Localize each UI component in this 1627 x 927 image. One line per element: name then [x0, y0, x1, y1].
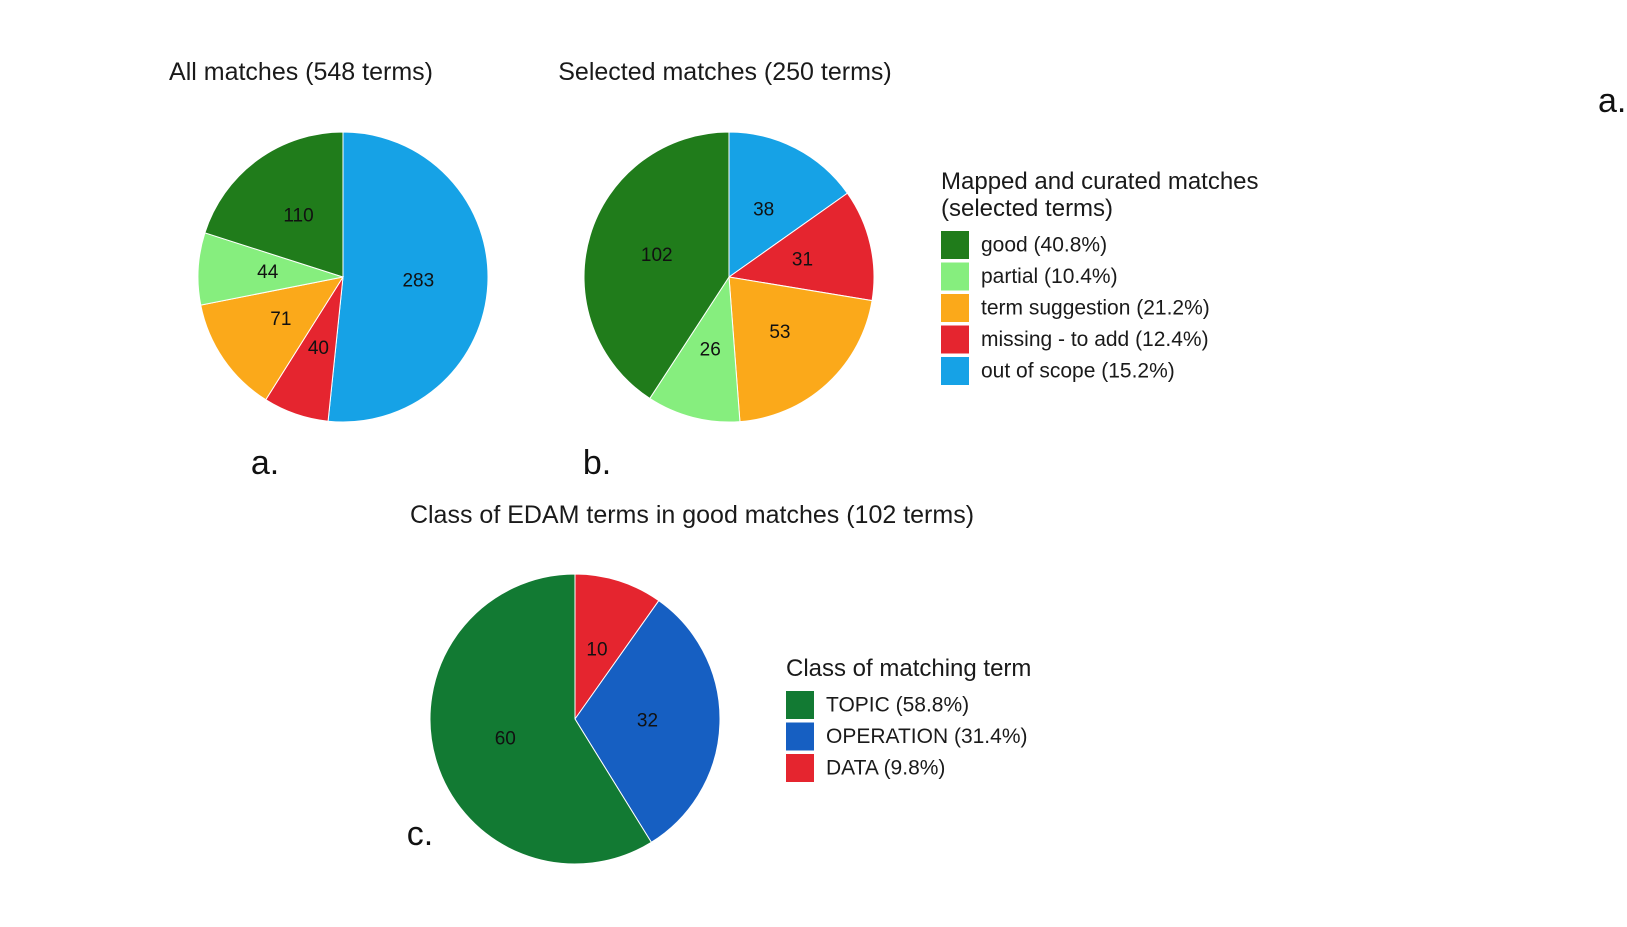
pie-slice-out-of-scope: [327, 131, 489, 423]
slice-value-label-good: 110: [283, 206, 313, 227]
legend-entry-partial-10-4: partial (10.4%): [981, 265, 1118, 288]
slice-value-label-topic: 60: [495, 728, 516, 749]
chart-title-selected-matches: Selected matches (250 terms): [558, 58, 891, 86]
pie-slice-good: [204, 131, 344, 278]
slice-value-label-missing-to-add: 40: [308, 338, 329, 359]
pie-chart-all-matches: All matches (548 terms) 283 40 71 44 110 a.: [169, 58, 489, 482]
slice-value-label-data: 10: [586, 639, 607, 660]
legend-entry-operation-31-4: OPERATION (31.4%): [826, 725, 1028, 748]
slice-value-label-partial: 44: [257, 262, 279, 283]
legend-entry-term-suggestion-21-2: term suggestion (21.2%): [981, 297, 1210, 320]
pie-slice-missing-to-add: [727, 192, 875, 302]
legend-title-line-1: Mapped and curated matches: [941, 168, 1259, 195]
pie-slice-operation: [574, 599, 721, 843]
pie-slice-out-of-scope: [728, 131, 849, 278]
pie-slice-topic: [429, 573, 653, 865]
panel-label-b: b.: [583, 444, 611, 482]
legend-swatch-data-9-8: [786, 754, 814, 782]
slice-value-label-term-suggestion: 71: [270, 309, 291, 330]
pie-chart-selected-matches: Selected matches (250 terms) 38 31 53 26 102…: [558, 58, 891, 482]
slice-labels-all-matches: 283 40 71 44 110: [257, 206, 434, 359]
stray-panel-label: a.: [1598, 82, 1626, 120]
pie-chart-edam-classes: Class of EDAM terms in good matches (102…: [407, 501, 974, 865]
chart-title-all-matches: All matches (548 terms): [169, 58, 433, 86]
legend-swatch-operation-31-4: [786, 722, 814, 751]
legend-entry-missing-to-add-12-4: missing - to add (12.4%): [981, 328, 1209, 351]
legend-class-of-matching-term: Class of matching term TOPIC (58.8%) OPER…: [786, 655, 1031, 782]
pie-slice-term-suggestion: [728, 276, 873, 423]
slice-value-label-out-of-scope: 283: [402, 270, 434, 291]
slice-labels-edam-classes: 10 32 60: [495, 639, 658, 749]
slice-labels-selected-matches: 38 31 53 26 102: [641, 200, 813, 361]
legend-entry-out-of-scope-15-2: out of scope (15.2%): [981, 360, 1175, 383]
slice-value-label-operation: 32: [637, 711, 658, 732]
legend-title-class: Class of matching term: [786, 655, 1031, 682]
panel-label-a: a.: [251, 444, 279, 482]
pie-slice-good: [583, 131, 730, 400]
legend-swatch-partial-10-4: [941, 262, 969, 291]
pie-slices-edam-classes: [429, 573, 721, 865]
legend-swatch-out-of-scope-15-2: [941, 357, 969, 385]
chart-title-edam-classes: Class of EDAM terms in good matches (102…: [410, 501, 974, 529]
legend-entries-curated-matches: good (40.8%) partial (10.4%) term suggesti…: [941, 231, 1210, 385]
legend-curated-matches: Mapped and curated matches (selected ter…: [941, 168, 1259, 385]
slice-value-label-good: 102: [641, 245, 673, 266]
legend-entries-class: TOPIC (58.8%) OPERATION (31.4%) DATA (9.8%…: [786, 691, 1028, 782]
pie-slice-term-suggestion: [200, 276, 345, 401]
slice-value-label-term-suggestion: 53: [769, 322, 790, 343]
slice-value-label-missing-to-add: 31: [792, 250, 813, 271]
slice-value-label-out-of-scope: 38: [753, 200, 774, 221]
legend-swatch-missing-to-add-12-4: [941, 325, 969, 354]
pie-slices-selected-matches: [583, 131, 875, 423]
legend-swatch-topic-58-8: [786, 691, 814, 719]
panel-label-c: c.: [407, 815, 433, 853]
legend-entry-data-9-8: DATA (9.8%): [826, 757, 945, 780]
pie-slice-data: [574, 573, 660, 721]
slice-value-label-partial: 26: [700, 340, 721, 361]
pie-slice-partial: [649, 275, 741, 423]
legend-swatch-term-suggestion-21-2: [941, 294, 969, 322]
pie-slices-all-matches: [197, 131, 489, 423]
legend-entry-topic-58-8: TOPIC (58.8%): [826, 694, 969, 717]
legend-entry-good-40-8: good (40.8%): [981, 234, 1107, 257]
legend-swatch-good-40-8: [941, 231, 969, 259]
legend-title-line-2: (selected terms): [941, 195, 1113, 222]
